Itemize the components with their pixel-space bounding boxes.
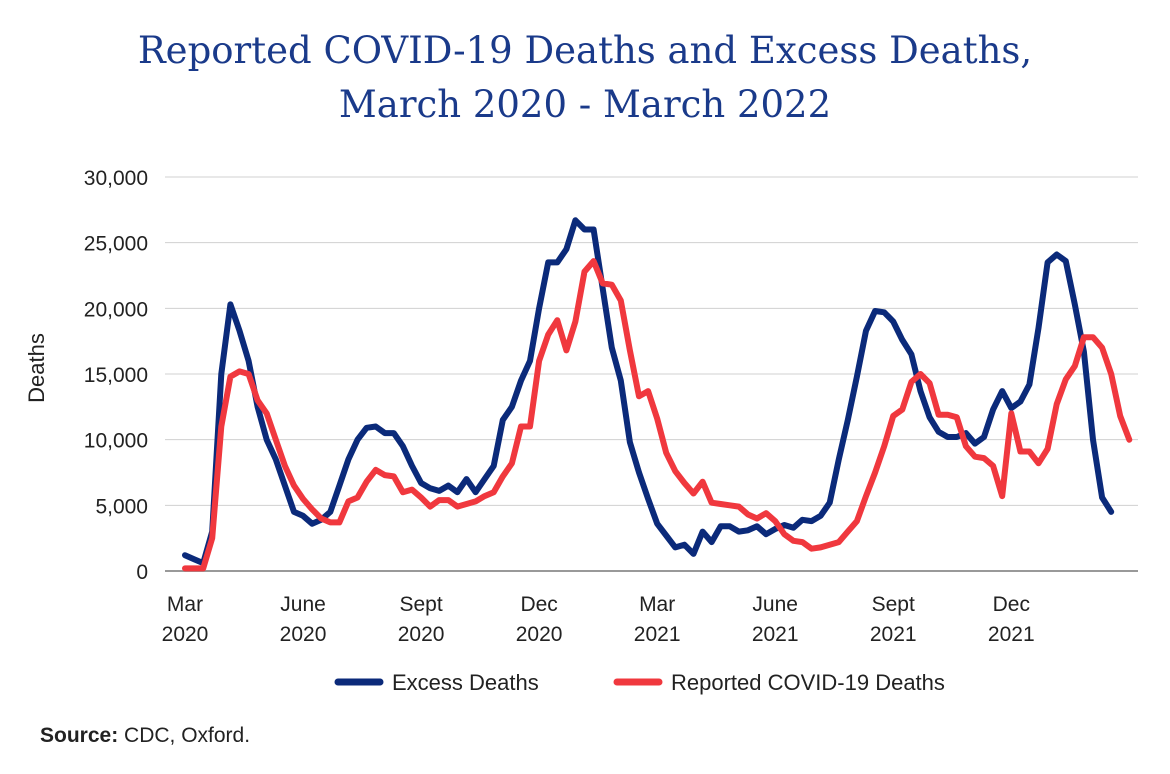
series-line-reported-covid-deaths	[182, 258, 1133, 572]
x-tick-label-year: 2020	[280, 623, 327, 646]
chart-title: Reported COVID-19 Deaths and Excess Deat…	[0, 24, 1170, 132]
series-line-excess-deaths	[182, 217, 1115, 567]
y-tick-label: 5,000	[95, 495, 148, 518]
x-tick-label-year: 2020	[162, 623, 209, 646]
source-label: Source:	[40, 724, 119, 747]
x-tick-label-month: Mar	[639, 593, 675, 616]
x-tick-label-month: June	[752, 593, 798, 616]
x-tick-label-year: 2020	[516, 623, 563, 646]
y-tick-label: 0	[136, 561, 148, 584]
y-tick-label: 25,000	[84, 233, 148, 256]
y-tick-label: 30,000	[84, 167, 148, 190]
x-tick-label-year: 2021	[634, 623, 681, 646]
x-tick-label-month: Sept	[872, 593, 915, 616]
x-tick-label-month: June	[280, 593, 326, 616]
x-tick-label-year: 2021	[988, 623, 1035, 646]
chart-title-line1: Reported COVID-19 Deaths and Excess Deat…	[137, 29, 1033, 72]
series-lines	[182, 217, 1133, 572]
x-tick-label-month: Mar	[167, 593, 203, 616]
y-axis-label: Deaths	[24, 333, 49, 403]
x-tick-label-year: 2020	[398, 623, 445, 646]
x-tick-label-year: 2021	[752, 623, 799, 646]
legend: Excess Deaths Reported COVID-19 Deaths	[334, 670, 945, 695]
chart-title-line2: March 2020 - March 2022	[338, 83, 832, 126]
gridlines	[165, 176, 1138, 506]
x-tick-label-month: Dec	[520, 593, 557, 616]
y-tick-label: 10,000	[84, 430, 148, 453]
x-tick-label-month: Sept	[399, 593, 442, 616]
source-text: CDC, Oxford.	[118, 724, 251, 747]
x-axis-ticks: Mar 2020 June 2020 Sept 2020 Dec 2020 Mar 2021 Jun…	[162, 593, 1035, 646]
y-tick-label: 20,000	[84, 298, 148, 321]
source-note: Source: CDC, Oxford.	[40, 724, 250, 748]
legend-label-excess-deaths: Excess Deaths	[392, 670, 539, 695]
x-tick-label-year: 2021	[870, 623, 917, 646]
y-axis-ticks: 0 5,000 10,000 15,000 20,000 25,000 30,000	[84, 167, 148, 584]
x-tick-label-month: Dec	[993, 593, 1030, 616]
y-tick-label: 15,000	[84, 364, 148, 387]
legend-label-reported-covid-deaths: Reported COVID-19 Deaths	[671, 670, 945, 695]
